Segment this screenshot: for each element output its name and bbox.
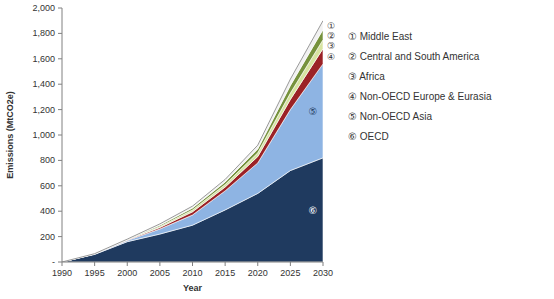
y-tick xyxy=(58,33,62,34)
annotation: ① xyxy=(327,21,335,31)
x-tick xyxy=(290,262,291,266)
y-tick xyxy=(58,236,62,237)
x-axis-label: Year xyxy=(183,283,203,293)
y-tick xyxy=(58,211,62,212)
x-tick-label: 2010 xyxy=(182,268,202,278)
chart: - 200 400 600 800 1,000 1,200 1,400 1,600 1,800 2,… xyxy=(0,0,554,299)
y-tick xyxy=(58,109,62,110)
y-tick xyxy=(58,84,62,85)
area xyxy=(62,30,323,262)
y-tick xyxy=(58,185,62,186)
x-tick-label: 2020 xyxy=(248,268,268,278)
x-tick-label: 2005 xyxy=(150,268,170,278)
y-tick xyxy=(58,135,62,136)
x-tick xyxy=(192,262,193,266)
area xyxy=(62,49,323,262)
y-tick-label: 600 xyxy=(40,181,55,191)
y-tick-label: 2,000 xyxy=(32,3,55,13)
legend-entry: ⑤ Non-OECD Asia xyxy=(348,111,432,122)
areas xyxy=(62,21,323,262)
x-tick-label: 2015 xyxy=(215,268,235,278)
x-tick xyxy=(225,262,226,266)
outline xyxy=(62,21,323,262)
annotation: ② xyxy=(327,31,335,41)
y-tick-label: 400 xyxy=(40,206,55,216)
annotation: ⑥ xyxy=(309,205,318,216)
x-tick xyxy=(257,262,258,266)
y-tick xyxy=(58,160,62,161)
y-tick-label: 1,200 xyxy=(32,105,55,115)
x-tick-label: 2030 xyxy=(313,268,333,278)
x-tick-label: 1990 xyxy=(52,268,72,278)
area xyxy=(62,21,323,262)
x-tick xyxy=(323,262,324,266)
y-tick-label: - xyxy=(52,257,55,267)
legend-entry: ④ Non-OECD Europe & Eurasia xyxy=(348,91,492,102)
y-tick-label: 800 xyxy=(40,155,55,165)
annotation: ④ xyxy=(327,52,335,62)
x-tick xyxy=(159,262,160,266)
x-tick xyxy=(127,262,128,266)
legend-entry: ① Middle East xyxy=(348,31,412,42)
legend-entry: ③ Africa xyxy=(348,71,385,82)
x-tick xyxy=(62,262,63,266)
y-axis-label: Emissions (MtCO2e) xyxy=(5,91,15,179)
legend-entry: ⑥ OECD xyxy=(348,131,389,142)
area xyxy=(62,40,323,262)
x-tick-label: 2000 xyxy=(117,268,137,278)
y-tick-label: 1,000 xyxy=(32,130,55,140)
x-tick xyxy=(94,262,95,266)
y-tick-label: 1,600 xyxy=(32,54,55,64)
x-tick-label: 1995 xyxy=(85,268,105,278)
y-tick xyxy=(58,262,62,263)
y-tick-label: 1,400 xyxy=(32,79,55,89)
y-tick xyxy=(58,58,62,59)
y-tick xyxy=(58,8,62,9)
x-tick-label: 2025 xyxy=(280,268,300,278)
y-tick-label: 200 xyxy=(40,232,55,242)
annotation: ⑤ xyxy=(309,106,318,117)
legend-entry: ② Central and South America xyxy=(348,51,480,62)
annotation: ③ xyxy=(327,41,335,51)
y-tick-label: 1,800 xyxy=(32,28,55,38)
